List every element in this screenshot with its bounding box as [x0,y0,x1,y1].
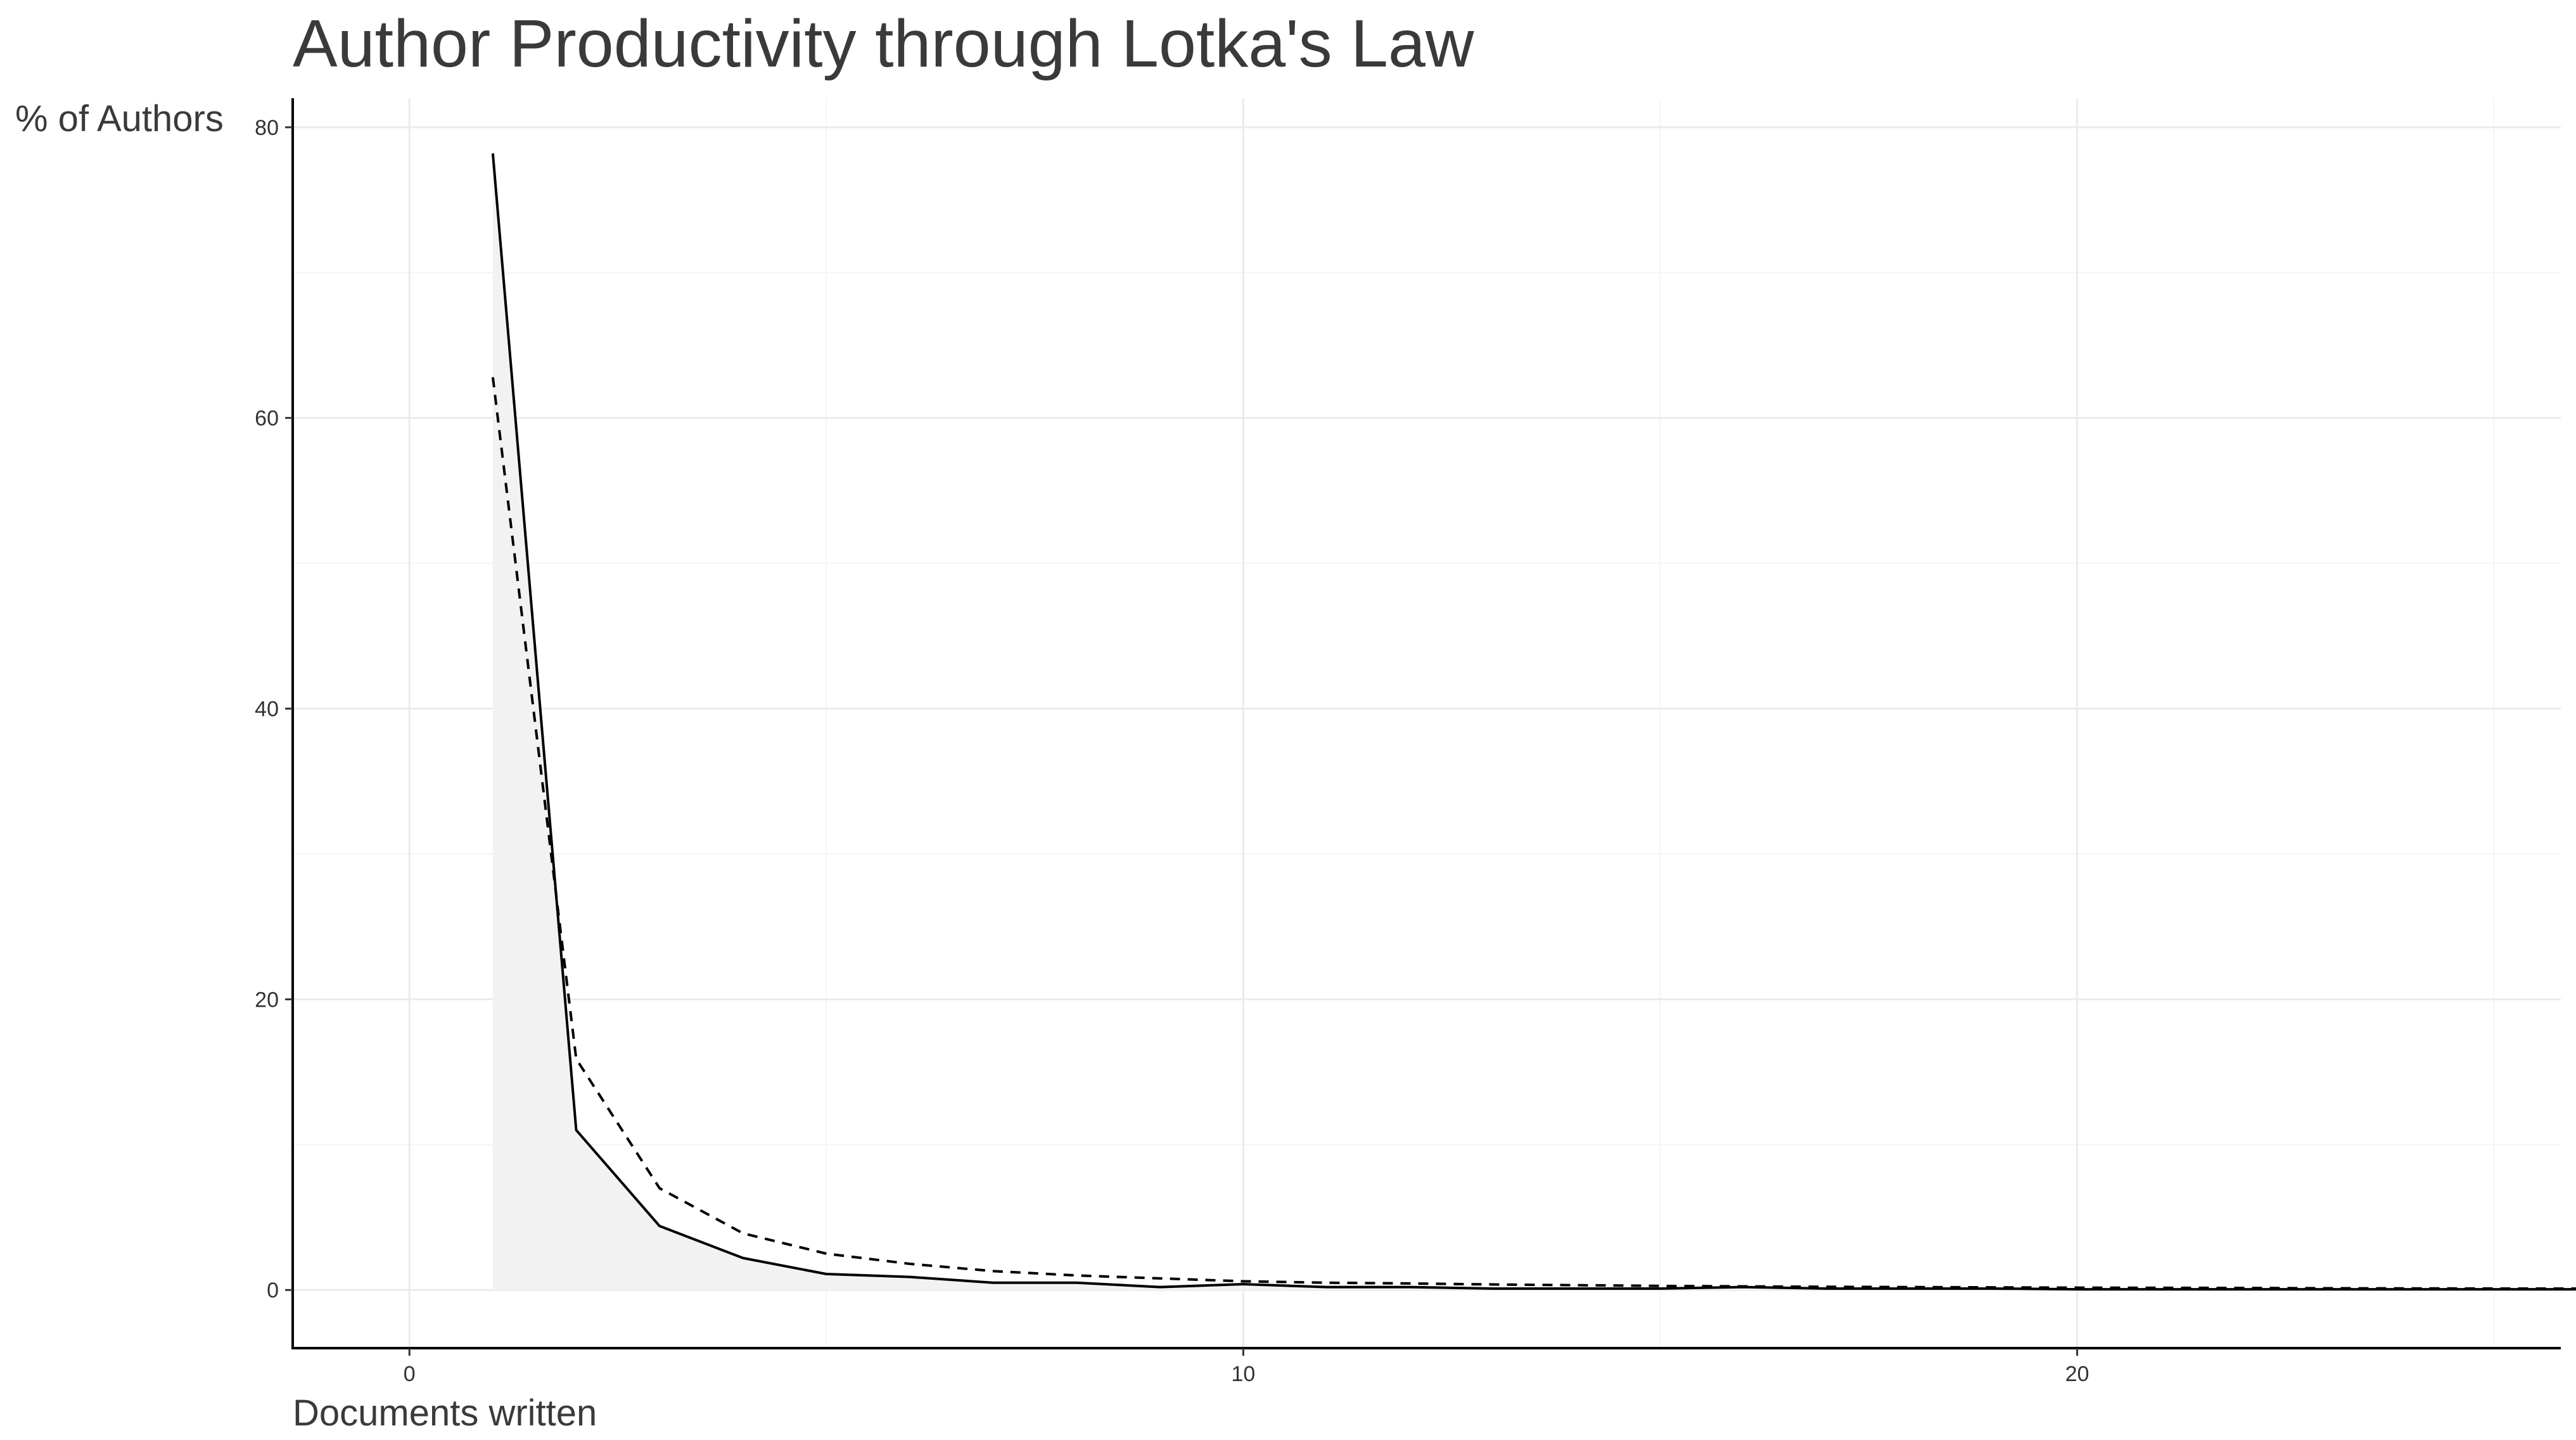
y-tick-label: 40 [255,698,279,722]
y-tick-label: 0 [267,1278,279,1303]
grid-lines [293,98,2561,1348]
x-tick-label: 10 [1232,1362,1256,1386]
x-tick-label: 20 [2065,1362,2089,1386]
axes [291,98,2561,1349]
series-line-layer [491,153,2576,1291]
series-line-observed [491,153,2576,1291]
chart-title: Author Productivity through Lotka's Law [293,6,1474,81]
x-tick-label: 0 [404,1362,416,1386]
tick-labels: 0 20 40 60 80 0 10 20 [255,116,2089,1386]
y-tick-label: 20 [255,988,279,1012]
series-line-theoretical [491,377,2576,1290]
y-tick-label: 60 [255,407,279,431]
observed-area [492,153,2576,1290]
observed-area-layer [492,153,2576,1290]
y-tick-label: 80 [255,116,279,140]
y-axis-label: % of Authors [15,98,224,139]
x-axis-label: Documents written [293,1392,597,1434]
